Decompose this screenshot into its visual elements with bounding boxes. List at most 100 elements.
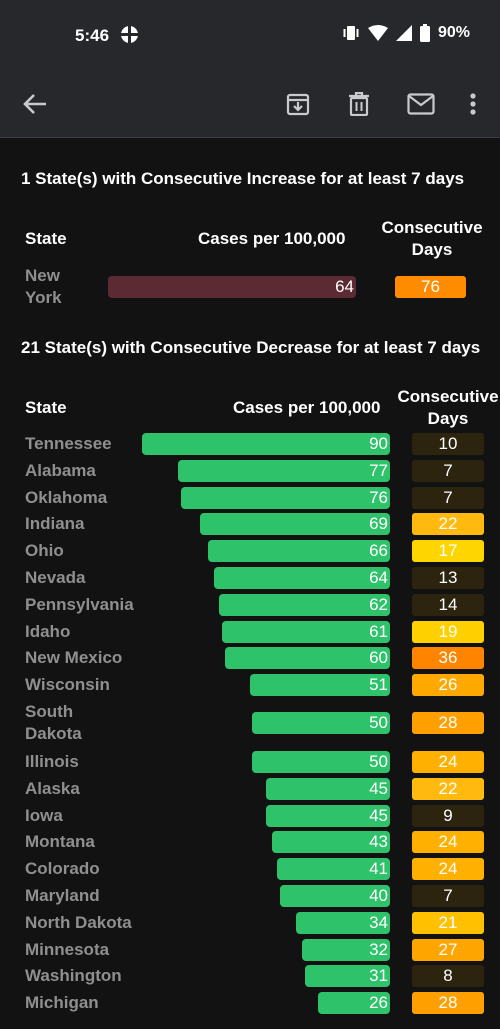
email-body: 1 State(s) with Consecutive Increase for… [0,139,500,1029]
cases-value: 64 [369,568,388,587]
state-name-line1: Tennessee [25,434,112,453]
consecutive-days-badge: 22 [412,777,484,800]
state-name: Alabama [25,460,96,482]
state-name-line1: Wisconsin [25,675,110,695]
state-name: Illinois [25,751,79,773]
decrease-row: Ohio 66 17 [0,540,500,563]
state-name: Alaska [25,778,80,800]
cases-value: 66 [369,541,388,561]
cases-bar: 61 [222,620,390,643]
vibrate-icon [343,26,359,40]
consecutive-days-badge: 26 [412,674,484,697]
cases-value: 69 [369,514,388,534]
consecutive-days-badge: 24 [412,858,484,881]
state-name: North Dakota [25,912,132,934]
status-bar: 5:46 90% [0,0,500,70]
delete-icon[interactable] [347,90,371,118]
consecutive-days-badge: 27 [412,938,484,961]
state-name-line1: Idaho [25,621,71,641]
back-arrow-icon[interactable] [22,90,48,118]
state-name-line1: Alaska [25,778,80,798]
cases-value: 90 [369,434,388,453]
decrease-row: Illinois 50 24 [0,751,500,773]
state-name-line1: Nevada [25,568,86,587]
cases-value: 60 [369,648,388,668]
consecutive-days-badge: 10 [412,433,484,455]
cases-bar: 64 [108,276,356,298]
decrease-header-days-line1: Consecutive [397,387,499,406]
consecutive-days-badge: 24 [412,831,484,854]
consecutive-days-badge: 36 [412,647,484,670]
basketball-icon [121,26,138,43]
cases-bar: 77 [178,459,390,482]
state-name-line1: Ohio [25,541,64,561]
cases-bar: 90 [142,433,390,455]
cases-value: 34 [369,912,388,932]
state-name-line1: Washington [25,966,122,986]
decrease-row: Alaska 45 22 [0,777,500,800]
consecutive-days-badge: 13 [412,567,484,589]
consecutive-days-badge: 8 [412,965,484,988]
consecutive-days-badge: 19 [412,620,484,643]
status-time: 5:46 [75,26,110,45]
more-vert-icon[interactable] [468,90,478,118]
state-name: Pennsylvania [25,594,134,616]
decrease-row: Tennessee 90 10 [0,433,500,455]
mail-icon[interactable] [407,90,435,118]
cases-bar: 50 [252,751,390,773]
cases-value: 50 [369,713,388,732]
state-name: Maryland [25,885,100,907]
decrease-header-state: State [25,398,67,417]
decrease-section-title: 21 State(s) with Consecutive Decrease fo… [21,338,481,357]
state-name: Minnesota [25,939,109,961]
state-name: South Dakota [25,701,82,745]
decrease-header-days: Consecutive Days [392,386,500,430]
state-name-line1: Indiana [25,514,85,534]
state-name-line1: Illinois [25,752,79,771]
consecutive-days-badge: 7 [412,486,484,509]
decrease-header-cases: Cases per 100,000 [233,398,381,417]
increase-header-days-line2: Days [411,240,453,259]
decrease-row: Minnesota 32 27 [0,938,500,961]
battery-icon [419,24,430,42]
decrease-row: Washington 31 8 [0,965,500,988]
state-name-line1: Maryland [25,886,100,905]
cases-bar: 60 [225,647,390,670]
cases-value: 61 [369,621,388,641]
state-name-line2: York [25,288,62,307]
cases-value: 43 [369,832,388,852]
consecutive-days-badge: 24 [412,751,484,773]
consecutive-days-badge: 28 [412,992,484,1015]
cases-value: 31 [369,966,388,986]
state-name: New Mexico [25,647,122,669]
cases-bar: 50 [252,712,390,734]
state-name-line1: New Mexico [25,648,123,668]
state-name-line1: Michigan [25,993,99,1013]
cases-bar: 76 [181,486,390,509]
cases-value: 76 [369,487,388,507]
cases-value: 40 [369,886,388,905]
state-name: Colorado [25,858,100,880]
cases-value: 32 [369,939,388,959]
increase-header-days-line1: Consecutive [381,218,483,237]
consecutive-days-badge: 76 [395,276,466,298]
state-name-line1: New [25,266,60,285]
archive-icon[interactable] [285,90,311,118]
cases-value: 26 [369,993,388,1013]
increase-section-title: 1 State(s) with Consecutive Increase for… [21,169,465,188]
cases-value: 45 [369,805,388,825]
wifi-icon [367,25,388,41]
state-name: New York [25,265,62,309]
decrease-row: Iowa 45 9 [0,804,500,827]
decrease-row: Michigan 26 28 [0,992,500,1015]
decrease-row: Idaho 61 19 [0,620,500,643]
increase-row: New York 64 76 [0,265,500,309]
consecutive-days-badge: 21 [412,911,484,934]
decrease-row: Colorado 41 24 [0,858,500,881]
decrease-row: New Mexico 60 36 [0,647,500,670]
state-name: Montana [25,831,95,853]
decrease-row: Indiana 69 22 [0,513,500,536]
cases-bar: 26 [318,992,390,1015]
cases-bar: 45 [266,804,390,827]
cases-bar: 66 [208,540,390,563]
